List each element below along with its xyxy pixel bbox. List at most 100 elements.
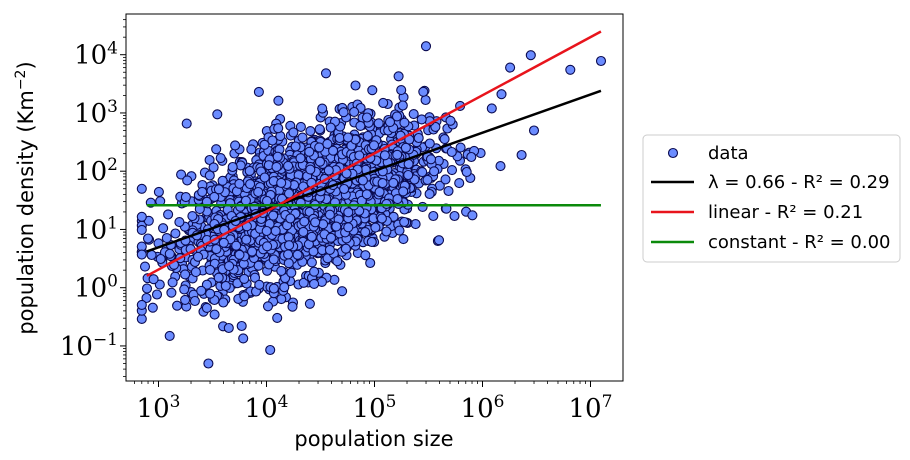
data-point	[285, 213, 296, 224]
data-point	[246, 144, 257, 155]
data-point	[259, 172, 270, 183]
data-point	[240, 195, 251, 206]
data-point	[325, 122, 336, 133]
data-point	[433, 235, 445, 246]
data-point	[148, 274, 159, 285]
data-point	[392, 194, 403, 205]
data-point	[292, 249, 303, 260]
data-point	[360, 227, 371, 238]
y-tick-label: 100	[74, 272, 118, 304]
data-point	[393, 71, 404, 82]
data-point	[338, 107, 349, 118]
x-tick-label: 106	[461, 392, 505, 424]
data-point	[455, 142, 466, 153]
y-axis-title-close: )	[14, 61, 38, 69]
data-point	[354, 150, 365, 161]
data-point	[204, 170, 215, 181]
data-point	[424, 138, 435, 149]
data-point	[268, 254, 279, 265]
data-point	[298, 277, 309, 288]
data-point	[310, 217, 321, 228]
data-point	[323, 165, 334, 176]
legend-label: constant - R² = 0.00	[708, 232, 891, 253]
data-point	[417, 167, 428, 178]
data-point	[370, 222, 381, 233]
data-point	[467, 210, 478, 221]
data-point	[340, 243, 351, 254]
data-point	[439, 134, 450, 145]
data-point	[410, 219, 421, 230]
data-point	[295, 153, 306, 164]
legend-box	[642, 134, 901, 263]
data-point	[367, 85, 378, 96]
data-point	[368, 140, 380, 151]
y-tick-label: 103	[74, 97, 118, 129]
data-point	[305, 126, 316, 137]
data-point	[297, 132, 308, 143]
data-point	[235, 160, 246, 171]
data-point	[155, 253, 166, 265]
data-point	[290, 141, 301, 152]
data-point	[167, 277, 178, 288]
data-point	[174, 217, 185, 228]
data-point	[417, 201, 428, 212]
data-point	[141, 283, 153, 294]
data-point	[262, 241, 273, 252]
data-point	[136, 224, 147, 235]
data-point	[496, 89, 507, 100]
data-point	[276, 265, 287, 276]
data-point	[272, 312, 283, 323]
data-point	[273, 123, 284, 134]
y-tick-label: 102	[74, 155, 118, 187]
data-point	[204, 264, 216, 275]
data-point	[142, 233, 154, 244]
data-point	[270, 225, 281, 236]
data-point	[377, 178, 388, 189]
data-point	[180, 192, 191, 203]
data-point	[443, 185, 454, 197]
data-point	[189, 295, 200, 307]
data-point	[420, 94, 431, 106]
data-point	[304, 298, 315, 309]
data-point	[446, 146, 457, 158]
data-point	[272, 151, 283, 162]
legend-label: data	[708, 143, 749, 164]
data-point	[218, 297, 229, 308]
data-point	[445, 115, 456, 126]
data-point	[378, 97, 389, 108]
data-point	[428, 210, 439, 222]
data-point	[505, 62, 516, 73]
data-point	[187, 211, 198, 222]
data-point	[215, 153, 226, 164]
data-point	[343, 207, 354, 218]
data-point	[213, 184, 224, 195]
data-point	[295, 121, 306, 132]
data-point	[239, 273, 250, 284]
data-point	[170, 228, 181, 239]
data-point	[446, 165, 458, 176]
data-point	[495, 161, 506, 172]
data-point	[466, 151, 477, 163]
data-point	[213, 272, 224, 283]
data-point	[397, 100, 408, 111]
data-point	[268, 283, 279, 294]
data-point	[192, 251, 204, 262]
data-point	[161, 233, 172, 244]
data-point	[420, 41, 432, 52]
data-point	[164, 330, 175, 341]
data-point	[305, 164, 316, 175]
data-point	[223, 322, 234, 334]
data-point	[180, 269, 191, 280]
data-point	[314, 142, 325, 153]
y-axis-title: population density (Km−2)	[13, 61, 38, 334]
x-axis-title: population size	[294, 427, 453, 451]
data-point	[374, 186, 385, 197]
data-point	[208, 162, 219, 173]
data-point	[418, 86, 429, 97]
data-point	[139, 261, 151, 272]
data-point	[391, 111, 403, 122]
data-point	[201, 279, 212, 290]
data-point	[268, 210, 279, 221]
data-point	[163, 209, 174, 220]
data-point	[244, 165, 255, 176]
